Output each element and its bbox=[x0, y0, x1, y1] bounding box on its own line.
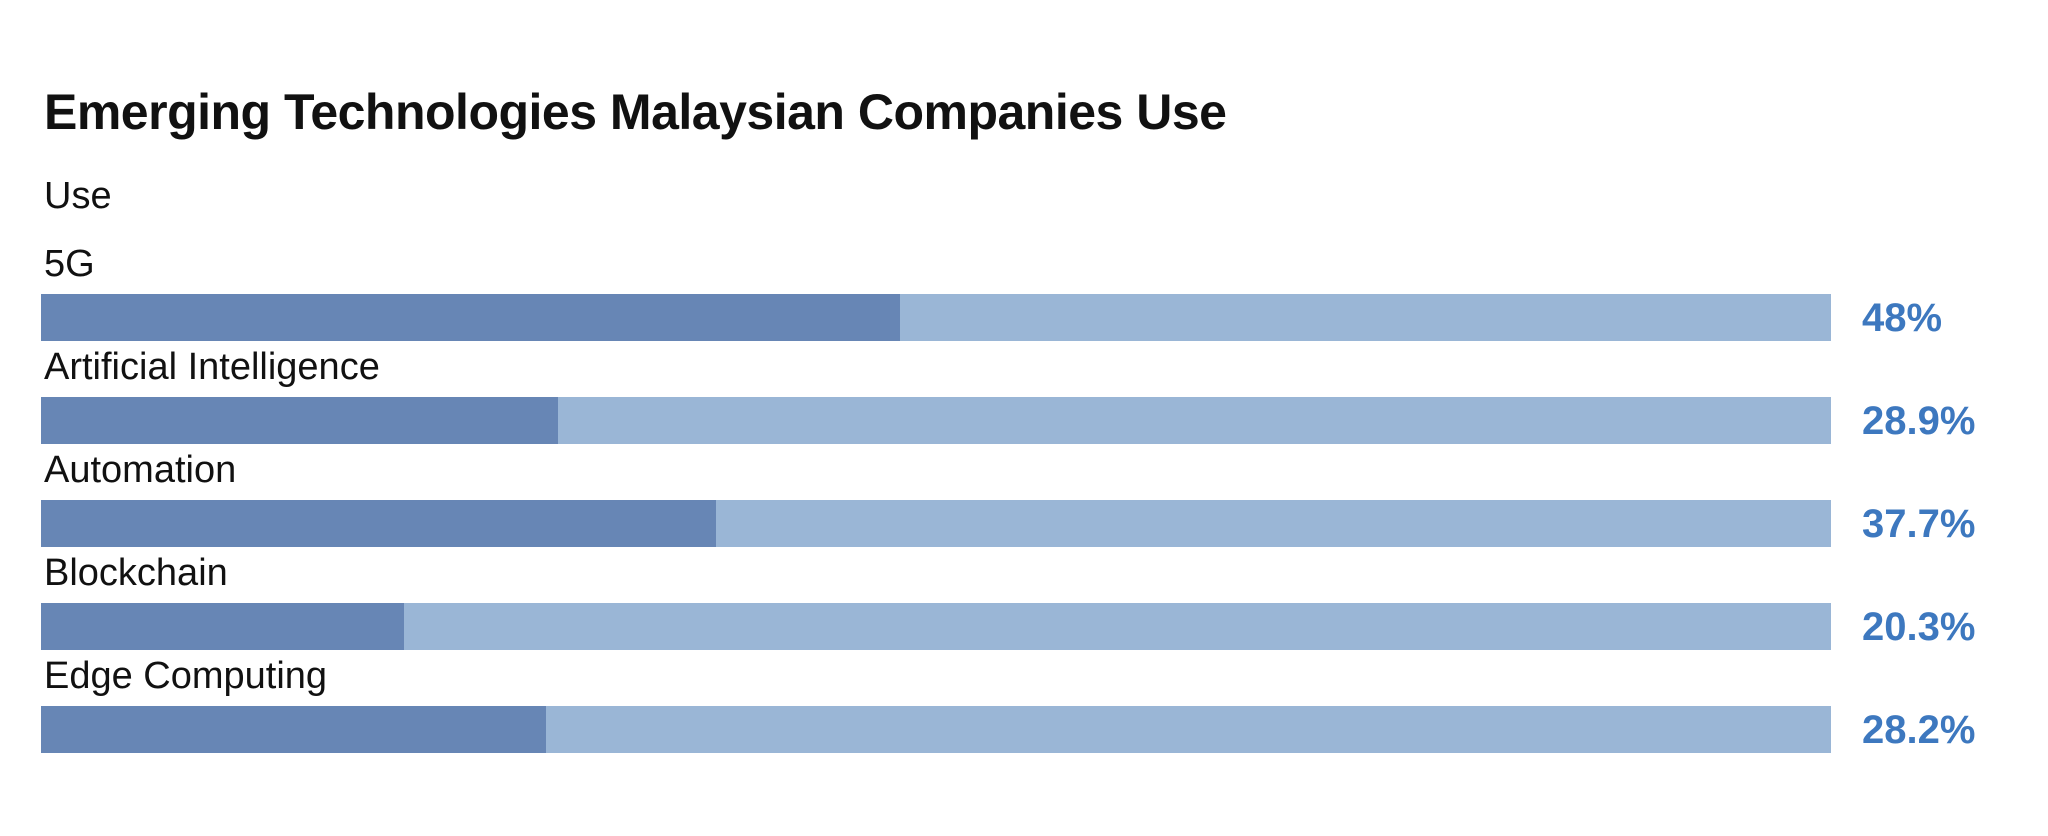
bar bbox=[41, 294, 900, 341]
bar-track bbox=[41, 706, 1831, 753]
bar bbox=[41, 603, 404, 650]
data-label: 28.9% bbox=[1862, 399, 1976, 443]
category-label: 5G bbox=[44, 243, 95, 285]
bar-track bbox=[41, 294, 1831, 341]
bar bbox=[41, 397, 558, 444]
chart-subtitle: Use bbox=[44, 175, 112, 217]
category-label: Automation bbox=[44, 449, 237, 491]
data-label: 48% bbox=[1862, 296, 1943, 340]
bar-track bbox=[41, 397, 1831, 444]
bar-row: Artificial Intelligence 28.9% bbox=[0, 343, 2048, 445]
data-label: 37.7% bbox=[1862, 502, 1976, 546]
bar-row: Blockchain 20.3% bbox=[0, 549, 2048, 651]
data-label: 28.2% bbox=[1862, 708, 1976, 752]
bar-row: Automation 37.7% bbox=[0, 446, 2048, 548]
bar bbox=[41, 706, 546, 753]
bar-track bbox=[41, 500, 1831, 547]
category-label: Artificial Intelligence bbox=[44, 346, 380, 388]
data-label: 20.3% bbox=[1862, 605, 1976, 649]
bar-row: Edge Computing 28.2% bbox=[0, 652, 2048, 754]
bar bbox=[41, 500, 716, 547]
chart-title: Emerging Technologies Malaysian Companie… bbox=[44, 84, 1227, 140]
category-label: Blockchain bbox=[44, 552, 228, 594]
category-label: Edge Computing bbox=[44, 655, 328, 697]
bar-row: 5G 48% bbox=[0, 240, 2048, 342]
bar-track bbox=[41, 603, 1831, 650]
